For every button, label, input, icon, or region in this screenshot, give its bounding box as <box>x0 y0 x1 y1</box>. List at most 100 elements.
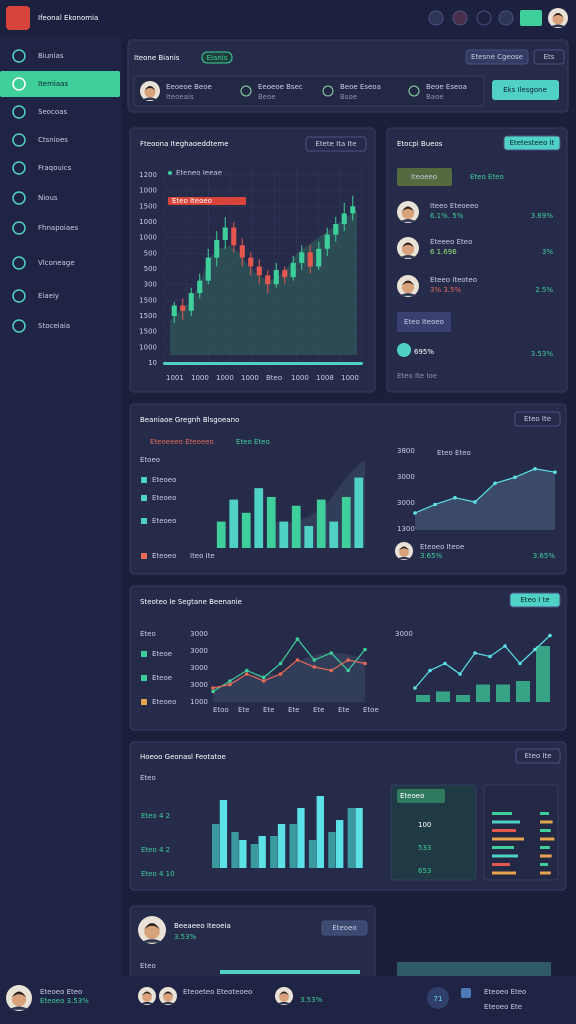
check-label: Eteo Eteo <box>470 173 504 181</box>
header-icon[interactable] <box>498 10 514 26</box>
y-tick-label: 1500 <box>139 202 157 210</box>
point <box>473 500 477 504</box>
x-tick-label: 1008 <box>316 374 334 382</box>
small-value: 3.53% <box>531 350 554 358</box>
sidebar-icon <box>12 289 26 303</box>
axis-label: Iteo Ite <box>190 552 215 560</box>
candle-body <box>299 252 305 263</box>
sidebar-item[interactable]: Nious <box>38 194 58 202</box>
point <box>228 682 232 687</box>
button-label[interactable]: Etesne Cgeose <box>471 53 523 61</box>
sidebar-item[interactable]: Itemiaas <box>38 80 68 88</box>
sidebar-item[interactable]: Eiaeiy <box>38 292 59 300</box>
row-label: Eteoeo <box>152 552 176 560</box>
x-tick-label: Ete <box>263 706 274 714</box>
point <box>295 658 300 662</box>
stat-icon <box>397 343 411 357</box>
button[interactable] <box>533 49 565 65</box>
point <box>244 672 249 676</box>
sidebar-item[interactable]: Seocoas <box>38 108 67 116</box>
sidebar-item[interactable]: Vlconeage <box>38 259 75 267</box>
stat-sub: Baoe <box>426 93 444 101</box>
sidebar-item[interactable]: Fraqouics <box>38 164 72 172</box>
person-value: 3% 3.5% <box>430 286 461 294</box>
header-icon[interactable] <box>428 10 444 26</box>
header-icon[interactable] <box>476 10 492 26</box>
point <box>363 661 367 666</box>
button[interactable] <box>514 411 561 427</box>
mini-bar <box>492 846 514 849</box>
avatar-body <box>8 1006 30 1010</box>
avatar-face <box>163 991 173 1002</box>
icon <box>461 988 471 998</box>
bar <box>416 695 430 702</box>
panel-title: Steoteo Ie Segtane Beenanie <box>140 598 242 606</box>
button-label[interactable]: Etete Ita Ite <box>315 140 356 148</box>
y-tick-label: 1200 <box>139 171 157 179</box>
avatar-face <box>279 991 289 1002</box>
point <box>533 647 537 652</box>
sidebar-item[interactable]: Ctsnioes <box>38 136 68 144</box>
scrollbar[interactable] <box>163 362 363 365</box>
label: Eteoeo Eteo <box>484 988 526 996</box>
button[interactable] <box>509 592 561 608</box>
point <box>428 668 432 673</box>
mini-bar <box>492 820 520 824</box>
button-label[interactable]: Eteo Ite <box>524 752 551 760</box>
button-label[interactable]: Ets <box>544 53 555 61</box>
button[interactable] <box>465 49 529 65</box>
sidebar-icon <box>12 319 26 333</box>
button-label[interactable]: Eks Ilesgone <box>503 86 547 94</box>
header-chip[interactable] <box>520 10 542 26</box>
action-button[interactable] <box>492 80 559 100</box>
point <box>228 679 232 683</box>
avatar-face <box>11 992 27 1007</box>
button-label[interactable]: Eteo Ite <box>524 415 551 423</box>
sidebar-item[interactable]: Stoceiaia <box>38 322 70 330</box>
sidebar-item[interactable]: Fhnapoiaes <box>38 224 78 232</box>
mini-bar <box>492 812 512 815</box>
sidebar-icon <box>12 105 26 119</box>
axis-label: Etoeo <box>140 456 160 464</box>
candle-body <box>256 266 262 276</box>
header-icon[interactable] <box>452 10 468 26</box>
row-label: Eteo 4 2 <box>141 846 170 854</box>
button[interactable] <box>515 748 561 764</box>
row-label: Eteo 4 10 <box>141 870 175 878</box>
y-tick-label: 3000 <box>190 664 208 672</box>
button[interactable] <box>321 920 368 936</box>
bar <box>241 512 251 548</box>
point <box>278 661 283 666</box>
avatar-body <box>139 1001 155 1005</box>
point <box>211 686 215 690</box>
mini-bar <box>540 863 549 866</box>
legend-swatch <box>141 675 147 681</box>
mini-area <box>397 962 551 976</box>
button-label[interactable]: Eteoeo <box>332 924 356 932</box>
mini-bar <box>492 837 524 841</box>
point <box>295 637 300 641</box>
candle-body <box>180 305 186 311</box>
y-tick-label: 1500 <box>139 296 157 304</box>
button[interactable] <box>503 135 561 151</box>
point <box>513 475 517 480</box>
point <box>503 644 507 648</box>
row-label: Eteoe <box>152 674 172 682</box>
person-name: Beeaeeo Iteoeia <box>174 922 231 930</box>
button-label[interactable]: Etetesteeo It <box>510 139 555 147</box>
legend-swatch <box>141 553 147 559</box>
button-label[interactable]: Eteo I te <box>520 596 549 604</box>
bar <box>231 832 239 868</box>
candle-body <box>350 206 356 214</box>
value: 3.65% <box>533 552 556 560</box>
candle-body <box>307 252 313 267</box>
bar <box>316 499 326 548</box>
avatar-body <box>276 1001 292 1005</box>
sidebar-item[interactable]: Biunias <box>38 52 64 60</box>
candle-body <box>265 275 271 285</box>
button[interactable] <box>305 136 367 152</box>
avatar-body <box>550 24 566 27</box>
point <box>458 672 462 676</box>
y-tick-label: 3000 <box>190 630 208 638</box>
person-change: 3% <box>542 248 553 256</box>
